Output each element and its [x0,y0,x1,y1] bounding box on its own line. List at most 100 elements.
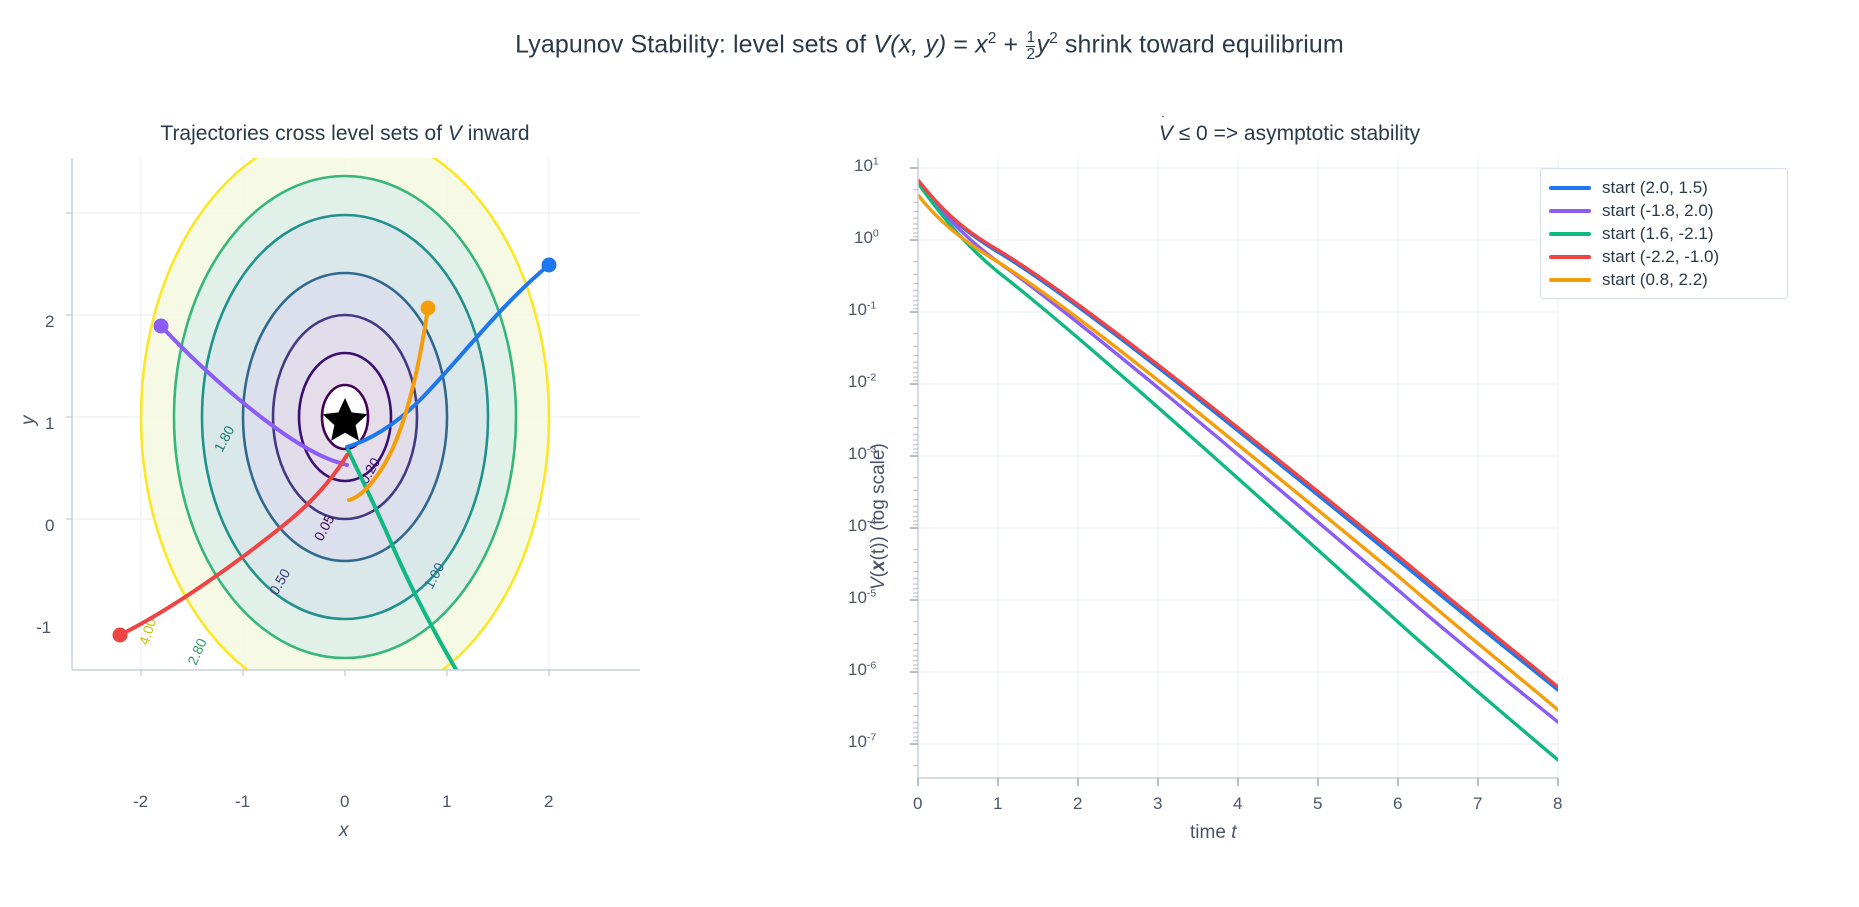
right-panel-title: V ̇ ≤ 0 => asymptotic stability [780,122,1799,146]
fraction-denominator: 2 [1026,45,1036,63]
start-markers [112,257,557,755]
right-ytick-1e-2: 10-2 [848,371,877,391]
right-ytick-1e1: 101 [854,155,879,175]
contour-1-00 [241,271,449,563]
right-title-rest: ≤ 0 => asymptotic stability [1172,122,1421,145]
equilibrium-star-icon [322,398,368,441]
trajectory-red [118,453,349,637]
right-ytick-1e-1: 10-1 [848,299,877,319]
suptitle-term1: x [975,30,988,59]
suptitle-suffix: shrink toward equilibrium [1057,30,1344,59]
right-ytick-1e-4: 10-4 [848,515,877,535]
right-xaxis-label: time t [1190,822,1236,844]
trajectory-purple [159,324,349,467]
right-xtick-2: 2 [1073,794,1083,813]
suptitle-plus: + [996,30,1026,59]
suptitle-prefix: Lyapunov Stability: level sets of [515,30,874,59]
suptitle-equals: = [946,30,976,59]
right-xlabel-prefix: time [1190,822,1232,843]
right-xtick-6: 6 [1393,794,1403,813]
left-ytick-neg1: -1 [36,618,52,637]
right-yaxis-label: V(x(t)) (log scale) [868,443,890,590]
left-xtick-neg1: -1 [235,792,251,811]
legend-label-blue: start (2.0, 1.5) [1602,177,1708,197]
left-xaxis-label: x [339,820,349,841]
contour-4-00 [139,158,551,670]
decay-curves [918,178,1558,762]
legend-item-red[interactable]: start (-2.2, -1.0) [1549,245,1777,268]
legend-label-purple: start (-1.8, 2.0) [1602,200,1714,220]
phase-portrait-plot: 4.00 2.80 1.80 1.00 0.50 0.20 0.05 [66,158,640,755]
trajectory-blue [345,263,551,449]
legend-swatch-red [1549,254,1591,259]
legend-item-orange[interactable]: start (0.8, 2.2) [1549,268,1777,291]
legend-swatch-blue [1549,185,1591,190]
start-marker-blue [541,257,557,273]
decay-curve-purple [918,178,1558,724]
left-title-prefix: Trajectories cross level sets of [160,122,448,145]
start-marker-purple [153,318,169,334]
contour-0-20 [297,351,393,483]
contour-2-80 [172,174,518,660]
suptitle-term2: y [1036,30,1050,59]
legend-item-blue[interactable]: start (2.0, 1.5) [1549,176,1777,199]
left-xtick-1: 1 [442,792,452,811]
start-marker-red [112,627,128,643]
right-ytick-marks [910,167,918,745]
left-ytick-0: 0 [45,516,55,535]
legend-swatch-green [1549,231,1591,236]
contour-0-50 [271,313,419,521]
start-marker-green [501,740,516,755]
legend-swatch-purple [1549,208,1591,213]
suptitle-args: (x, y) [890,30,947,59]
right-ytick-1e0: 100 [854,227,879,247]
left-title-var: V [447,122,462,145]
right-xtick-8: 8 [1553,794,1563,813]
legend-item-green[interactable]: start (1.6, -2.1) [1549,222,1777,245]
contour-1-80 [200,213,490,621]
fraction-numerator: 1 [1026,29,1036,46]
decay-curve-green [918,181,1558,762]
suptitle-func: V [873,30,891,59]
right-xtick-4: 4 [1233,794,1243,813]
trajectory-green [346,448,459,670]
lyapunov-decay-plot [910,158,1559,786]
right-xtick-5: 5 [1313,794,1323,813]
right-xtick-7: 7 [1473,794,1483,813]
suptitle-term2-exponent: 2 [1049,29,1058,47]
left-xtick-0: 0 [340,792,350,811]
right-xtick-1: 1 [993,794,1003,813]
left-xtick-2: 2 [544,792,554,811]
right-ytick-minor-marks [913,189,918,767]
legend-label-green: start (1.6, -2.1) [1602,223,1714,243]
legend-label-orange: start (0.8, 2.2) [1602,269,1708,289]
legend-swatch-orange [1549,277,1591,282]
legend-item-purple[interactable]: start (-1.8, 2.0) [1549,199,1777,222]
trajectories [118,263,551,670]
ylabel-v: V [868,577,889,590]
right-title-var: V [1158,122,1173,145]
legend: start (2.0, 1.5) start (-1.8, 2.0) start… [1540,168,1788,299]
start-marker-orange [420,300,436,316]
left-xtick-neg2: -2 [133,792,149,811]
right-xtick-marks [917,778,1559,786]
contour-0-05 [320,383,370,451]
left-panel-title: Trajectories cross level sets of V inwar… [0,122,690,146]
right-xlabel-var: t [1231,822,1237,843]
left-yaxis-label: y [18,415,39,426]
right-ytick-1e-7: 10-7 [848,731,877,751]
ylabel-open: ( [868,570,889,578]
contour-lines [139,158,551,670]
ylabel-t: (t)) [868,536,889,561]
left-title-suffix: inward [461,122,530,145]
left-axis-spines [71,158,640,671]
suptitle-term1-exponent: 2 [987,29,997,47]
right-xtick-0: 0 [913,794,923,813]
right-ytick-1e-3: 10-3 [848,443,877,463]
right-ytick-1e-6: 10-6 [848,659,877,679]
figure-suptitle: Lyapunov Stability: level sets of V(x, y… [0,30,1859,63]
trajectory-orange [347,306,430,502]
decay-curve-orange [918,193,1558,712]
